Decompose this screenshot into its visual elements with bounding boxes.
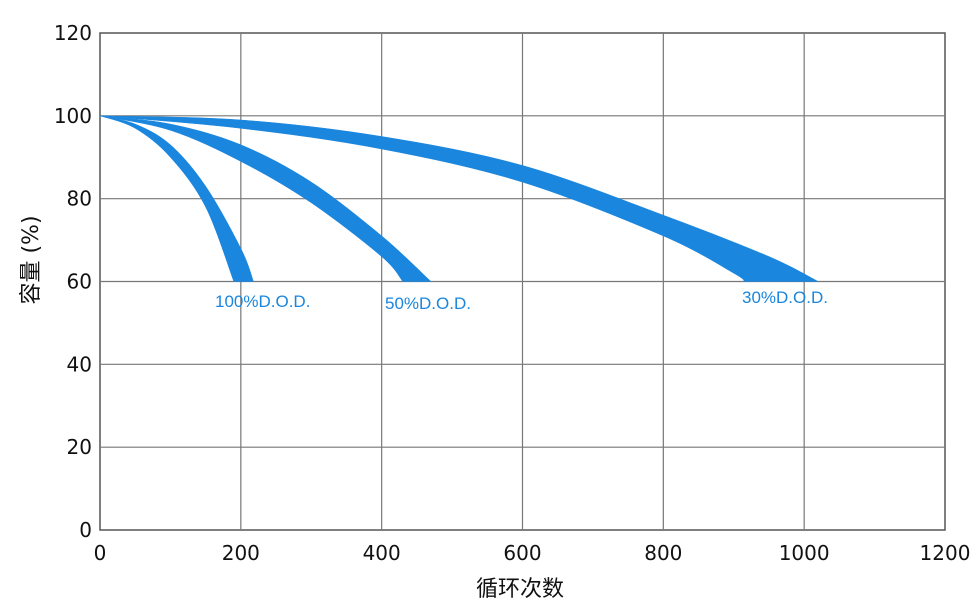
y-tick-label: 100 <box>54 104 92 128</box>
band-labels: 100%D.O.D. 50%D.O.D. 30%D.O.D. <box>215 288 828 313</box>
x-tick-label: 0 <box>94 541 107 565</box>
x-tick-label: 200 <box>222 541 260 565</box>
x-tick-label: 1200 <box>920 541 971 565</box>
bands <box>99 115 819 282</box>
y-tick-label: 120 <box>54 21 92 45</box>
band-2 <box>99 115 432 282</box>
band-label: 100%D.O.D. <box>215 292 310 311</box>
y-tick-label: 80 <box>67 187 92 211</box>
y-tick-label: 60 <box>67 270 92 294</box>
tick-labels: 0 200 400 600 800 1000 1200 0 20 40 60 80 100 120 <box>54 21 971 565</box>
y-tick-label: 40 <box>67 352 92 376</box>
x-axis-title: 循环次数 <box>476 577 564 602</box>
x-tick-label: 600 <box>503 541 541 565</box>
x-tick-label: 800 <box>644 541 682 565</box>
x-tick-label: 1000 <box>779 541 830 565</box>
band-1 <box>99 115 254 282</box>
y-tick-label: 0 <box>79 518 92 542</box>
x-tick-label: 400 <box>363 541 401 565</box>
y-axis-title: 容量 (%) <box>19 215 44 304</box>
band-label: 50%D.O.D. <box>385 294 471 313</box>
band-3 <box>99 115 819 282</box>
band-label: 30%D.O.D. <box>742 288 828 307</box>
y-tick-label: 20 <box>67 435 92 459</box>
